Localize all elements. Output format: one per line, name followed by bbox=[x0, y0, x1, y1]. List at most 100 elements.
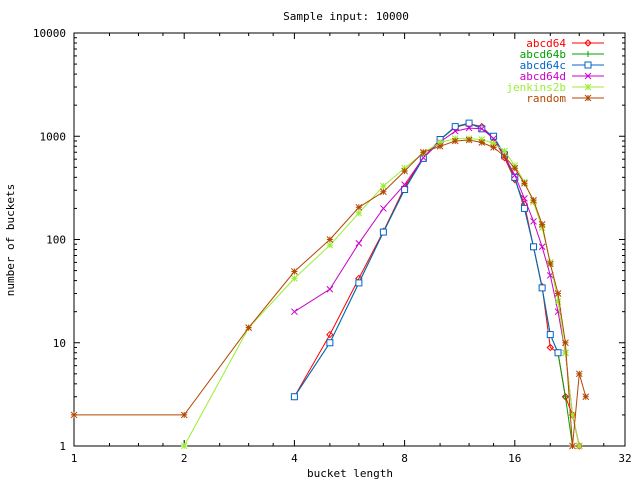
data-point bbox=[554, 298, 562, 306]
data-point bbox=[554, 290, 562, 297]
data-point bbox=[465, 119, 473, 127]
data-point bbox=[520, 204, 528, 212]
data-point bbox=[419, 148, 427, 156]
data-point bbox=[355, 279, 363, 287]
x-tick-label: 8 bbox=[401, 452, 408, 465]
data-point bbox=[490, 140, 497, 147]
data-point bbox=[180, 442, 188, 450]
series-abcd64b bbox=[291, 120, 576, 449]
data-point bbox=[451, 127, 459, 135]
data-point bbox=[575, 370, 583, 378]
data-point bbox=[245, 324, 253, 332]
y-tick-label: 10 bbox=[53, 337, 66, 350]
data-point bbox=[419, 154, 427, 162]
x-tick-label: 1 bbox=[71, 452, 78, 465]
data-point bbox=[501, 152, 508, 160]
data-point bbox=[538, 284, 546, 292]
legend-marker-abcd64c bbox=[584, 61, 592, 69]
legend-label-abcd64b: abcd64b bbox=[520, 48, 566, 61]
data-point bbox=[290, 393, 298, 401]
legend-marker-abcd64b bbox=[585, 51, 591, 57]
y-tick-label: 1000 bbox=[40, 130, 67, 143]
legend-label-abcd64: abcd64 bbox=[526, 37, 566, 50]
legend-marker-abcd64d bbox=[584, 72, 592, 80]
legend-marker-jenkins2b bbox=[584, 83, 592, 91]
data-point bbox=[562, 393, 569, 400]
data-point bbox=[569, 411, 576, 419]
series-layer bbox=[70, 119, 590, 450]
data-point bbox=[554, 349, 562, 357]
data-point bbox=[511, 171, 519, 179]
series-random bbox=[70, 136, 590, 450]
data-point bbox=[355, 209, 363, 217]
data-point bbox=[380, 188, 387, 196]
data-point bbox=[326, 236, 334, 243]
data-point bbox=[582, 393, 590, 401]
data-point bbox=[501, 147, 508, 155]
data-point bbox=[401, 167, 408, 175]
data-point bbox=[478, 125, 486, 133]
data-point bbox=[490, 144, 497, 151]
x-tick-label: 2 bbox=[181, 452, 188, 465]
legend-label-abcd64d: abcd64d bbox=[520, 70, 566, 83]
data-point bbox=[326, 330, 334, 339]
data-point bbox=[380, 182, 387, 190]
data-point bbox=[355, 239, 363, 247]
data-point bbox=[575, 442, 583, 450]
y-axis: 1 10 100 1000 10000 bbox=[33, 27, 625, 453]
data-point bbox=[538, 224, 546, 232]
data-point bbox=[436, 142, 444, 150]
data-point bbox=[326, 285, 334, 293]
data-point bbox=[521, 179, 528, 187]
data-point bbox=[538, 243, 546, 251]
x-axis-label: bucket length bbox=[307, 467, 393, 480]
series-jenkins2b bbox=[180, 135, 583, 450]
data-point bbox=[465, 136, 473, 144]
data-point bbox=[546, 343, 554, 352]
x-tick-label: 32 bbox=[618, 452, 631, 465]
data-point bbox=[401, 185, 409, 193]
x-tick-label: 16 bbox=[508, 452, 521, 465]
data-point bbox=[379, 228, 387, 236]
legend-label-jenkins2b: jenkins2b bbox=[506, 81, 566, 94]
data-point bbox=[451, 123, 459, 131]
data-point bbox=[562, 339, 569, 347]
y-tick-label: 100 bbox=[46, 234, 66, 247]
data-point bbox=[569, 442, 576, 450]
data-point bbox=[380, 205, 387, 212]
y-axis-label: number of buckets bbox=[4, 184, 17, 297]
data-point bbox=[401, 181, 408, 188]
legend-label-random: random bbox=[526, 92, 566, 105]
legend-marker-random bbox=[584, 94, 592, 102]
data-point bbox=[521, 195, 528, 202]
series-line-abcd64c bbox=[293, 122, 559, 397]
data-point bbox=[546, 331, 554, 339]
y-tick-label: 1 bbox=[59, 440, 66, 453]
data-point bbox=[530, 243, 538, 251]
data-point bbox=[511, 164, 519, 172]
data-point bbox=[355, 203, 363, 211]
data-point bbox=[291, 275, 298, 282]
data-point bbox=[538, 221, 546, 228]
x-axis: 1 2 4 8 16 32 bbox=[71, 33, 632, 465]
data-point bbox=[326, 339, 334, 347]
data-point bbox=[530, 196, 537, 204]
data-point bbox=[291, 308, 298, 316]
series-abcd64c bbox=[290, 119, 562, 401]
series-line-random bbox=[74, 139, 587, 447]
legend: abcd64abcd64babcd64cabcd64djenkins2brand… bbox=[506, 37, 604, 105]
data-point bbox=[478, 139, 486, 146]
data-point bbox=[326, 241, 334, 249]
data-point bbox=[451, 137, 459, 145]
data-point bbox=[180, 411, 188, 419]
data-point bbox=[530, 217, 537, 225]
data-point bbox=[562, 349, 569, 357]
data-point bbox=[490, 135, 497, 142]
data-point bbox=[546, 260, 554, 268]
data-point bbox=[436, 139, 444, 146]
data-point bbox=[291, 268, 298, 275]
data-point bbox=[465, 124, 473, 132]
series-line-abcd64d bbox=[294, 127, 580, 447]
legend-marker-abcd64 bbox=[584, 39, 592, 47]
